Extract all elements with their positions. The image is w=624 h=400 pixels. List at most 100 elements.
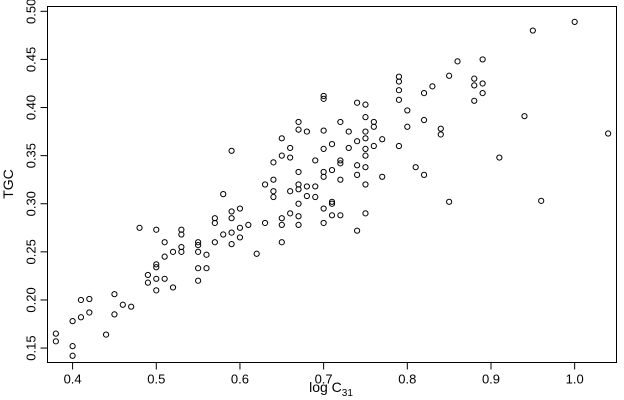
- data-point: [404, 123, 411, 130]
- data-point: [362, 210, 369, 217]
- data-point: [236, 224, 244, 231]
- data-point: [471, 75, 478, 82]
- data-point: [538, 197, 545, 204]
- data-point: [153, 287, 160, 294]
- data-point: [144, 279, 152, 286]
- data-point: [136, 224, 143, 231]
- x-axis-title-subscript: 31: [342, 388, 354, 399]
- data-points: [52, 18, 612, 359]
- data-point: [312, 157, 319, 164]
- x-tick-label: 0.8: [398, 372, 416, 387]
- data-point: [345, 128, 352, 135]
- data-point: [211, 239, 218, 246]
- data-point: [529, 27, 536, 34]
- data-point: [52, 330, 59, 337]
- data-point: [220, 191, 227, 198]
- data-point: [328, 212, 336, 219]
- data-point: [437, 125, 444, 132]
- data-point: [362, 181, 369, 188]
- data-point: [395, 142, 403, 150]
- data-point: [77, 296, 85, 304]
- y-tick-label: 0.45: [24, 47, 39, 72]
- x-axis-title: log C31: [309, 379, 353, 399]
- data-point: [236, 205, 244, 212]
- y-tick-label: 0.40: [24, 95, 39, 120]
- data-point: [420, 171, 428, 178]
- x-tick-label: 0.6: [231, 372, 249, 387]
- data-point: [320, 145, 327, 152]
- data-point: [454, 58, 461, 65]
- data-point: [220, 231, 227, 238]
- data-point: [521, 113, 528, 120]
- data-point: [195, 265, 202, 272]
- data-point: [479, 89, 486, 97]
- data-point: [354, 227, 361, 234]
- x-tick-label: 1.0: [566, 372, 584, 387]
- data-point: [278, 215, 285, 222]
- data-point: [471, 82, 478, 89]
- x-axis: 0.4 0.5 0.6 0.7 0.8 0.9 1.0: [64, 362, 584, 387]
- data-point: [153, 264, 160, 271]
- data-point: [236, 234, 244, 241]
- data-point: [362, 164, 369, 171]
- data-point: [119, 301, 126, 308]
- data-point: [471, 97, 478, 104]
- data-point: [86, 309, 93, 316]
- x-tick-label: 0.7: [315, 372, 333, 387]
- data-point: [102, 331, 110, 338]
- data-point: [153, 275, 160, 282]
- data-point: [287, 154, 294, 161]
- data-point: [303, 128, 310, 135]
- data-point: [69, 318, 76, 325]
- data-point: [320, 173, 327, 180]
- data-point: [337, 160, 344, 167]
- data-point: [111, 291, 118, 298]
- data-point: [354, 162, 361, 169]
- data-point: [446, 72, 453, 79]
- data-point: [395, 78, 403, 85]
- data-point: [379, 136, 386, 143]
- y-axis-title: TGC: [0, 169, 16, 199]
- data-point: [320, 127, 327, 134]
- data-point: [345, 144, 352, 152]
- data-point: [446, 198, 453, 205]
- data-point: [287, 210, 294, 217]
- data-point: [312, 193, 319, 201]
- data-point: [362, 152, 369, 159]
- data-point: [379, 173, 386, 180]
- data-point: [354, 99, 361, 106]
- data-point: [337, 157, 344, 164]
- data-point: [228, 229, 235, 236]
- data-point: [270, 159, 277, 166]
- y-tick-label: 0.30: [24, 191, 39, 216]
- data-point: [571, 18, 578, 25]
- data-point: [295, 186, 302, 193]
- data-point: [161, 275, 168, 282]
- data-point: [295, 168, 302, 176]
- data-point: [395, 87, 403, 94]
- data-point: [295, 126, 302, 133]
- data-point: [195, 248, 202, 255]
- data-point: [228, 215, 235, 222]
- data-point: [303, 183, 310, 190]
- data-point: [320, 95, 327, 102]
- data-point: [195, 242, 202, 249]
- y-tick-label: 0.25: [24, 239, 39, 264]
- data-point: [370, 123, 377, 130]
- data-point: [153, 261, 160, 268]
- data-point: [111, 311, 118, 318]
- data-point: [270, 176, 277, 183]
- data-point: [228, 147, 235, 154]
- data-point: [362, 114, 369, 121]
- data-point: [287, 188, 294, 195]
- data-point: [496, 154, 503, 161]
- data-point: [295, 200, 302, 207]
- data-point: [320, 92, 327, 100]
- data-point: [270, 193, 277, 201]
- data-point: [69, 352, 76, 359]
- plot-frame: [47, 6, 617, 363]
- data-point: [278, 221, 285, 229]
- data-point: [429, 83, 436, 90]
- data-point: [312, 183, 319, 190]
